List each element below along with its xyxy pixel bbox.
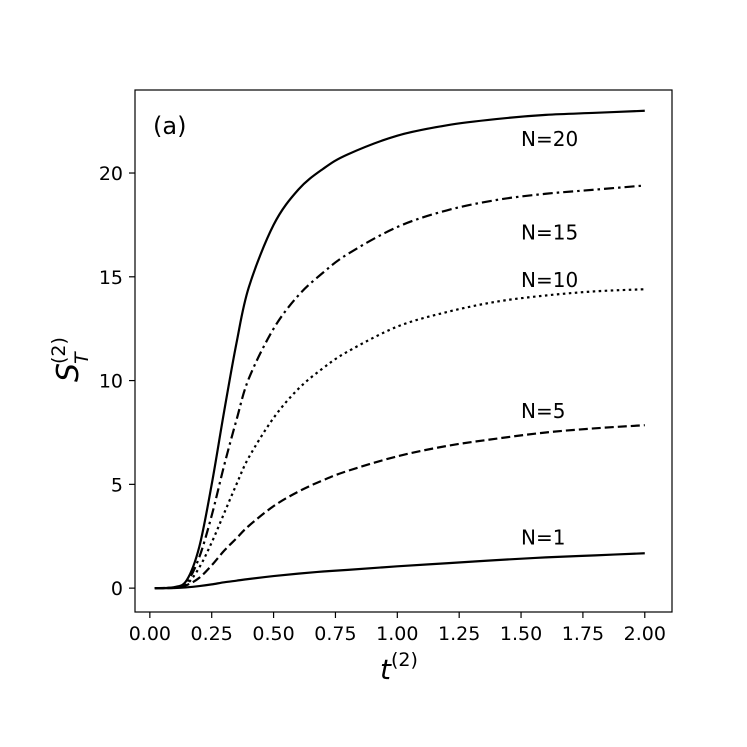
series-label-n1: N=1 [521, 526, 565, 550]
x-axis-ticks: 0.00 0.25 0.50 0.75 1.00 1.25 1.50 1.75 2.00 [129, 612, 666, 645]
x-tick-label: 0.25 [191, 623, 233, 645]
y-tick-label: 5 [111, 474, 123, 496]
y-tick-label: 0 [111, 578, 123, 600]
y-tick-label: 10 [99, 371, 123, 393]
x-axis-label: t (2) [380, 649, 418, 686]
series-line-n1 [154, 552, 645, 590]
y-axis-ticks: 0 5 10 15 20 [99, 163, 135, 600]
series-label-n15: N=15 [521, 220, 578, 244]
x-axis-label-sup: (2) [391, 649, 418, 671]
x-tick-label: 1.00 [376, 623, 418, 645]
y-axis-label-sub: T [71, 351, 93, 364]
x-tick-label: 0.75 [314, 623, 356, 645]
x-tick-label: 1.25 [438, 623, 480, 645]
x-tick-label: 1.75 [562, 623, 604, 645]
y-axis-label-base: S [51, 363, 86, 382]
y-tick-label: 15 [99, 267, 123, 289]
plot-frame [134, 89, 673, 613]
series-label-n10: N=10 [521, 268, 578, 292]
x-tick-label: 0.00 [129, 623, 171, 645]
series-line-n10 [154, 288, 645, 590]
plot-lines [154, 109, 645, 590]
series-labels: N=20 N=15 N=10 N=5 N=1 [521, 127, 578, 550]
x-tick-label: 0.50 [252, 623, 294, 645]
x-tick-label: 1.50 [500, 623, 542, 645]
panel-label: (a) [153, 112, 186, 140]
y-axis-label-sup: (2) [48, 337, 70, 364]
x-tick-label: 2.00 [624, 623, 666, 645]
y-axis-label: S T (2) [48, 337, 93, 382]
series-line-n20 [154, 109, 645, 590]
x-axis-label-base: t [380, 653, 392, 686]
y-tick-label: 20 [99, 163, 123, 185]
series-label-n20: N=20 [521, 127, 578, 151]
series-line-n5 [154, 424, 645, 590]
series-label-n5: N=5 [521, 399, 565, 423]
